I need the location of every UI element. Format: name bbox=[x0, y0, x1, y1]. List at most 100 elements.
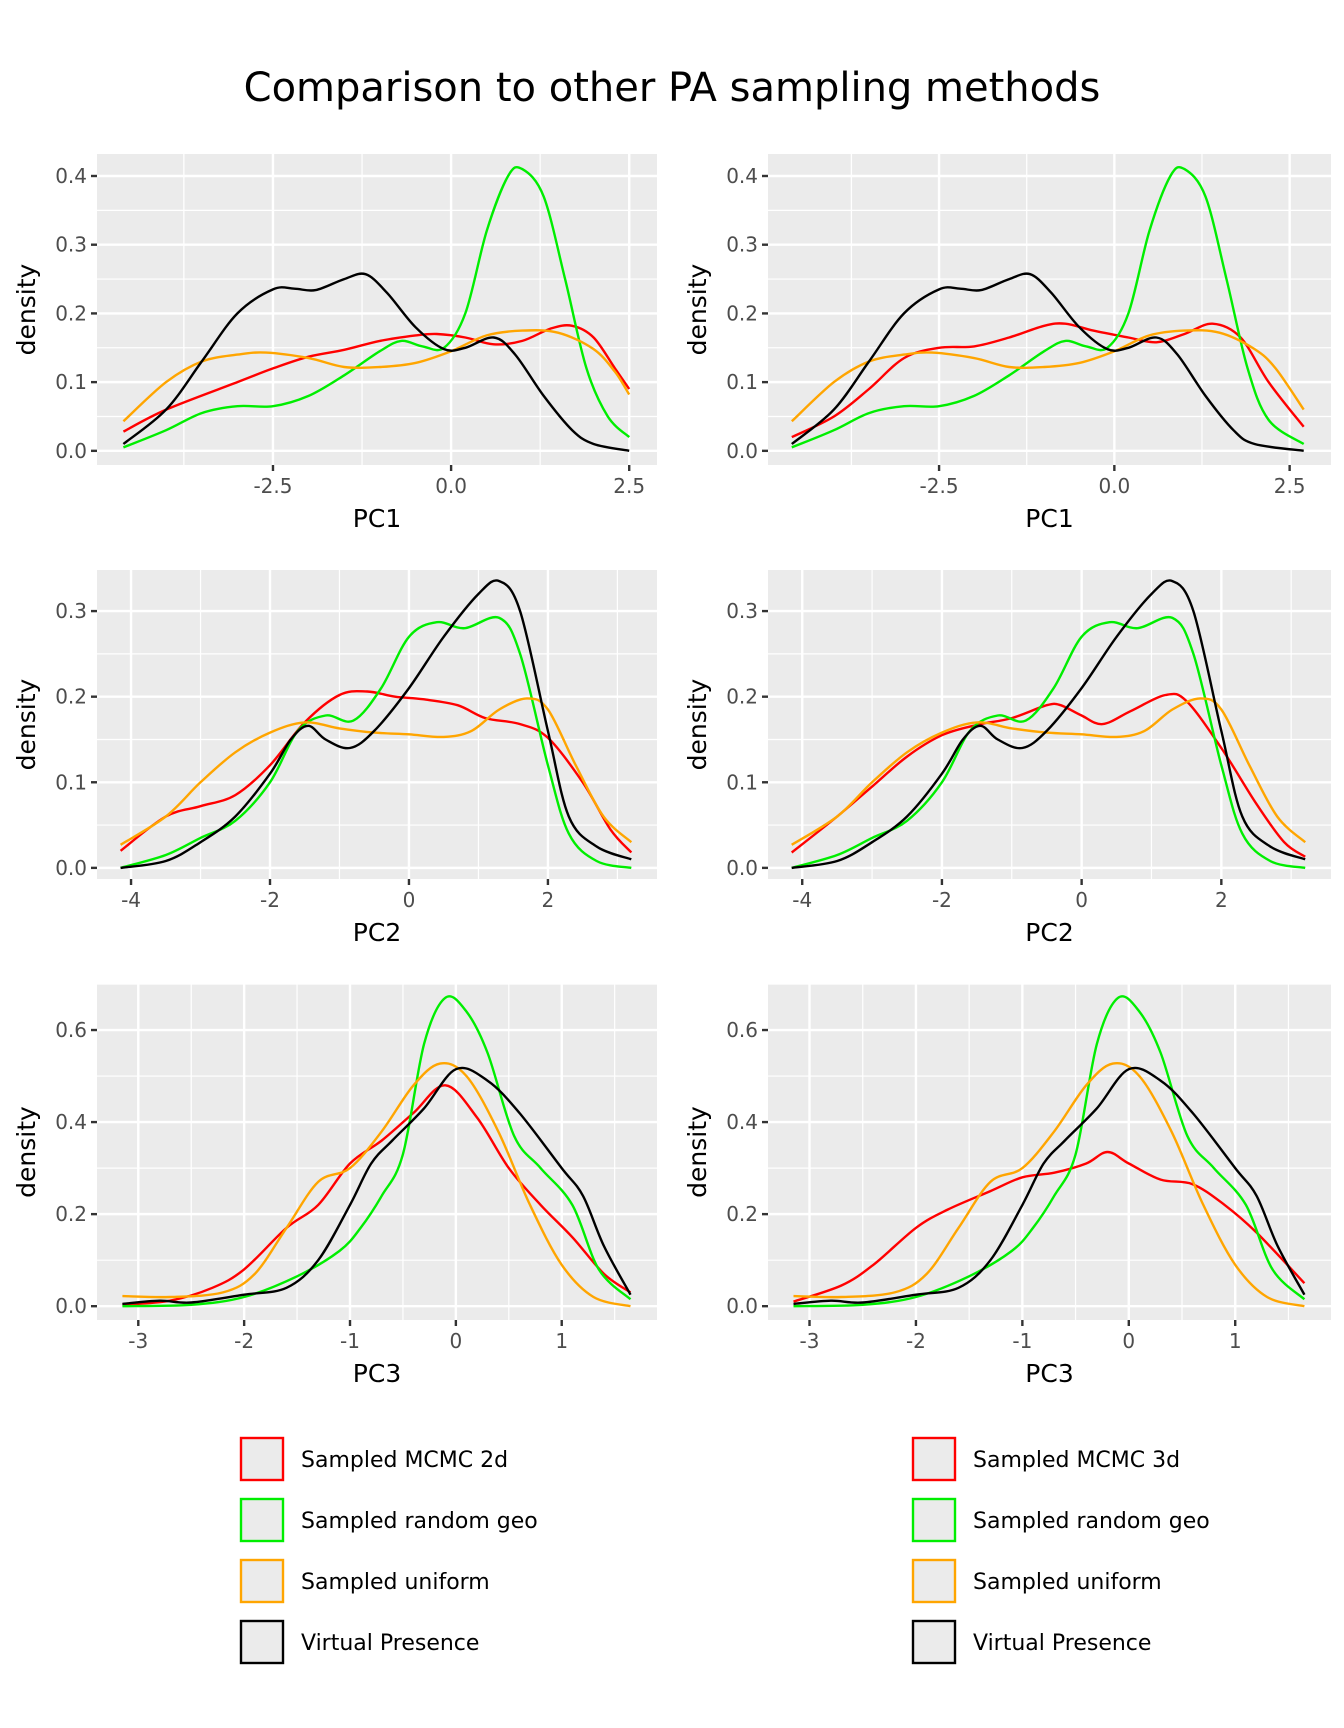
y-tick-label: 0.3 bbox=[55, 233, 87, 257]
y-tick-label: 0.4 bbox=[55, 164, 87, 188]
y-tick-label: 0.1 bbox=[726, 770, 758, 794]
density-line-sampled-uniform bbox=[793, 1062, 1305, 1308]
y-tick-label: 0.1 bbox=[726, 370, 758, 394]
density-line-sampled-mcmc-2d bbox=[122, 324, 631, 433]
minor-gridlines bbox=[97, 154, 657, 465]
panel-pc1-3d: -2.5 0.0 2.5 0.0 0.1 0.2 0.3 0.4 PC1 density bbox=[683, 154, 1331, 533]
legend-item: Sampled random geo bbox=[911, 1497, 1210, 1543]
y-tick-label: 0.3 bbox=[726, 599, 758, 623]
panel-background bbox=[97, 154, 657, 465]
legend-item: Sampled uniform bbox=[911, 1558, 1162, 1604]
x-tick-label: 0 bbox=[449, 1329, 462, 1353]
density-line-virtual-presence bbox=[791, 272, 1304, 452]
y-tick-label: 0.4 bbox=[726, 164, 758, 188]
density-line-virtual-presence bbox=[122, 272, 630, 452]
x-tick-label: 0 bbox=[403, 888, 416, 912]
legend-key-sampled-uniform bbox=[239, 1558, 285, 1604]
x-tick-label: -2 bbox=[234, 1329, 254, 1353]
x-axis-title: PC2 bbox=[1025, 918, 1073, 947]
x-tick-label: 2 bbox=[542, 888, 555, 912]
density-line-sampled-uniform bbox=[790, 329, 1305, 423]
x-axis-title: PC3 bbox=[1025, 1359, 1073, 1388]
legend-label: Sampled MCMC 3d bbox=[973, 1448, 1180, 1473]
legend-label: Sampled uniform bbox=[301, 1570, 490, 1595]
y-tick-label: 0.2 bbox=[55, 685, 87, 709]
density-line-sampled-mcmc-2d bbox=[119, 689, 633, 854]
x-tick-label: -2 bbox=[260, 888, 280, 912]
density-line-sampled-random-geo bbox=[791, 615, 1306, 870]
x-tick-label: -3 bbox=[800, 1329, 820, 1353]
x-tick-label: -4 bbox=[792, 888, 812, 912]
x-tick-label: 0 bbox=[1122, 1329, 1135, 1353]
density-line-sampled-uniform bbox=[122, 329, 631, 423]
panel-pc3-3d: -3 -2 -1 0 1 0.0 0.2 0.4 0.6 PC3 density bbox=[683, 983, 1331, 1388]
y-tick-label: 0.6 bbox=[55, 1018, 87, 1042]
panel-pc3-2d: -3 -2 -1 0 1 0.0 0.2 0.4 0.6 PC3 density bbox=[12, 983, 657, 1388]
density-line-sampled-mcmc-3d bbox=[793, 1150, 1306, 1303]
density-line-sampled-random-geo bbox=[791, 165, 1305, 449]
y-axis-title: density bbox=[683, 1106, 712, 1198]
x-tick-label: -2 bbox=[906, 1329, 926, 1353]
x-tick-label: -3 bbox=[128, 1329, 148, 1353]
x-tick-label: 2.5 bbox=[613, 474, 645, 498]
panel-pc2-2d: -4 -2 0 2 0.0 0.1 0.2 0.3 PC2 density bbox=[12, 570, 657, 947]
legend-label: Virtual Presence bbox=[973, 1631, 1151, 1656]
density-line-sampled-mcmc-3d bbox=[791, 322, 1305, 439]
legend-item: Sampled uniform bbox=[239, 1558, 490, 1604]
major-gridlines bbox=[97, 154, 657, 465]
legend-key-sampled-random-geo bbox=[911, 1497, 957, 1543]
legend-item: Virtual Presence bbox=[239, 1619, 479, 1665]
legend-item: Sampled MCMC 2d bbox=[239, 1436, 508, 1482]
density-line-sampled-random-geo bbox=[120, 615, 632, 870]
y-tick-label: 0.3 bbox=[726, 233, 758, 257]
x-axis-title: PC1 bbox=[353, 504, 401, 533]
y-tick-label: 0.1 bbox=[55, 770, 87, 794]
y-tick-label: 0.1 bbox=[55, 370, 87, 394]
density-line-virtual-presence bbox=[120, 579, 632, 870]
legend-item: Sampled MCMC 3d bbox=[911, 1436, 1180, 1482]
legend-label: Sampled uniform bbox=[973, 1570, 1162, 1595]
legend-label: Sampled random geo bbox=[973, 1509, 1210, 1534]
minor-gridlines bbox=[97, 983, 657, 1320]
major-gridlines bbox=[768, 570, 1331, 879]
legend-key-sampled-random-geo bbox=[239, 1497, 285, 1543]
panel-background bbox=[768, 984, 1331, 1320]
y-tick-label: 0.2 bbox=[726, 301, 758, 325]
x-tick-label: -4 bbox=[121, 888, 141, 912]
legend-label: Sampled MCMC 2d bbox=[301, 1448, 508, 1473]
density-line-virtual-presence bbox=[791, 579, 1306, 870]
y-tick-label: 0.0 bbox=[726, 1294, 758, 1318]
x-tick-label: 0 bbox=[1075, 888, 1088, 912]
density-line-virtual-presence bbox=[793, 1066, 1306, 1306]
major-gridlines bbox=[768, 154, 1331, 465]
density-line-sampled-uniform bbox=[119, 697, 633, 846]
y-axis-title: density bbox=[683, 263, 712, 355]
major-gridlines bbox=[97, 570, 657, 879]
density-line-sampled-random-geo bbox=[122, 165, 631, 449]
panel-background bbox=[97, 570, 657, 879]
y-tick-label: 0.0 bbox=[726, 439, 758, 463]
density-line-sampled-random-geo bbox=[122, 995, 632, 1308]
panel-background bbox=[97, 984, 657, 1320]
legend-left: Sampled MCMC 2d Sampled random geo Sampled… bbox=[239, 1436, 538, 1665]
y-tick-label: 0.6 bbox=[726, 1018, 758, 1042]
y-tick-label: 0.0 bbox=[55, 856, 87, 880]
y-tick-label: 0.4 bbox=[726, 1110, 758, 1134]
y-axis-title: density bbox=[12, 1106, 41, 1198]
panels: -2.5 0.0 2.5 0.0 0.1 0.2 0.3 0.4 PC1 density -2.5 0… bbox=[12, 154, 1331, 1388]
x-tick-label: 0.0 bbox=[435, 474, 467, 498]
legend-item: Virtual Presence bbox=[911, 1619, 1151, 1665]
density-line-sampled-mcmc-2d bbox=[122, 1084, 632, 1306]
x-tick-label: 1 bbox=[1229, 1329, 1242, 1353]
legend-right: Sampled MCMC 3d Sampled random geo Sampled… bbox=[911, 1436, 1210, 1665]
x-tick-label: 0.0 bbox=[1098, 474, 1130, 498]
legend-key-sampled-uniform bbox=[911, 1558, 957, 1604]
y-axis-title: density bbox=[12, 678, 41, 770]
y-tick-label: 0.0 bbox=[55, 1294, 87, 1318]
x-axis-title: PC3 bbox=[353, 1359, 401, 1388]
legend-key-virtual-presence bbox=[911, 1619, 957, 1665]
legend-item: Sampled random geo bbox=[239, 1497, 538, 1543]
y-tick-label: 0.2 bbox=[55, 1202, 87, 1226]
